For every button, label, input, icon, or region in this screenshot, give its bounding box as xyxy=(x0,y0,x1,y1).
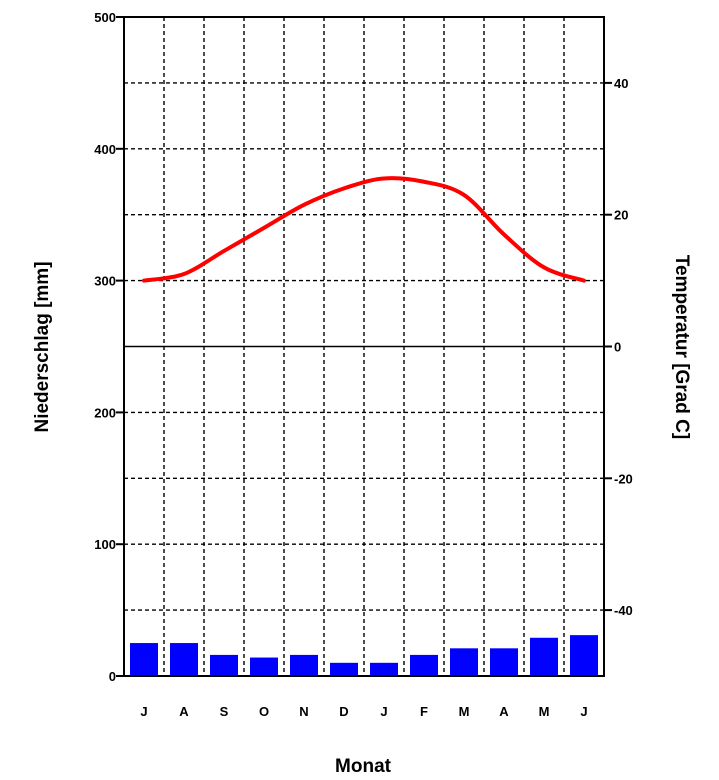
x-tick-label: N xyxy=(299,704,308,719)
x-tick-label: D xyxy=(339,704,348,719)
y-right-tick-label: 20 xyxy=(614,208,628,223)
x-tick-label: F xyxy=(420,704,428,719)
x-tick-label: A xyxy=(499,704,509,719)
y-right-axis-title: Temperatur [Grad C] xyxy=(671,255,692,439)
y-left-axis-title: Niederschlag [mm] xyxy=(32,261,53,432)
y-left-tick-label: 300 xyxy=(94,274,116,289)
y-left-tick-label: 400 xyxy=(94,142,116,157)
precipitation-bar xyxy=(210,654,238,676)
temperature-line xyxy=(142,176,586,283)
y-right-tick-label: -20 xyxy=(614,471,633,486)
precipitation-bar xyxy=(450,648,478,676)
tick-labels: 0 100 200 300 400 500 -40 -20 0 20 40 J A S O N D J F M A M J xyxy=(94,10,633,719)
x-tick-label: S xyxy=(220,704,229,719)
precipitation-bar xyxy=(370,662,398,676)
x-tick-label: J xyxy=(140,704,147,719)
y-right-tick-label: 40 xyxy=(614,76,628,91)
precipitation-bar xyxy=(170,643,198,676)
y-right-tick-label: 0 xyxy=(614,340,621,355)
y-left-tick-label: 200 xyxy=(94,405,116,420)
y-left-tick-label: 500 xyxy=(94,10,116,25)
precipitation-bar xyxy=(130,643,158,676)
grid xyxy=(124,17,604,676)
x-tick-label: M xyxy=(539,704,550,719)
x-tick-label: O xyxy=(259,704,269,719)
temperature-line-layer xyxy=(142,176,586,283)
y-left-tick-label: 0 xyxy=(109,669,116,684)
x-tick-label: J xyxy=(580,704,587,719)
precipitation-bar xyxy=(410,654,438,676)
y-left-tick-label: 100 xyxy=(94,537,116,552)
y-right-tick-label: -40 xyxy=(614,603,633,618)
precipitation-bar xyxy=(490,648,518,676)
x-tick-label: J xyxy=(380,704,387,719)
precipitation-bar xyxy=(570,635,598,676)
precipitation-bars xyxy=(130,635,598,676)
x-axis-title: Monat xyxy=(335,756,392,777)
precipitation-bar xyxy=(290,654,318,676)
x-tick-label: A xyxy=(179,704,189,719)
precipitation-bar xyxy=(330,662,358,676)
precipitation-bar xyxy=(250,657,278,676)
x-tick-label: M xyxy=(459,704,470,719)
precipitation-bar xyxy=(530,637,558,676)
